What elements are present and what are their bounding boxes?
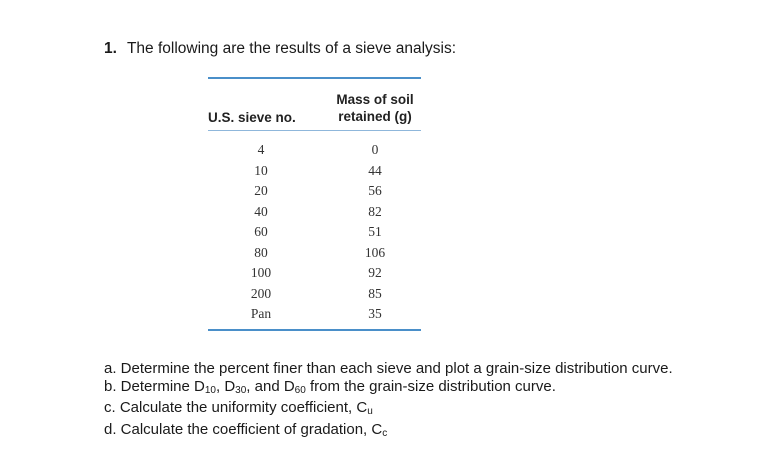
table-cell-mass: 85 (368, 285, 382, 301)
task-a: a. Determine the percent finer than each… (104, 360, 673, 377)
table-top-rule (208, 77, 421, 79)
mass-column: 0 44 56 82 51 106 92 85 35 (345, 140, 405, 325)
table-cell-mass: 82 (368, 203, 382, 219)
task-c: c. Calculate the uniformity coefficient,… (104, 399, 373, 417)
table-cell-mass: 51 (368, 224, 382, 239)
table-cell-sieve: 200 (250, 285, 272, 301)
table-cell-sieve: 60 (254, 224, 268, 239)
task-list: a. Determine the percent finer than each… (104, 360, 673, 442)
table-cell-sieve: 40 (254, 203, 268, 219)
header-mass-line1: Mass of soil (336, 92, 414, 107)
header-mass-line2: retained (g) (338, 109, 412, 124)
question-text: The following are the results of a sieve… (126, 40, 457, 57)
table-cell-mass: 0 (371, 142, 379, 157)
table-header-rule (208, 130, 421, 131)
table-cell-sieve: Pan (250, 306, 272, 321)
task-d: d. Calculate the coefficient of gradatio… (104, 420, 388, 439)
header-mass-retained: Mass of soil retained (g) (329, 91, 421, 125)
table-bottom-rule (208, 329, 421, 331)
table-cell-mass: 56 (368, 183, 382, 198)
table-cell-sieve: 10 (254, 162, 268, 178)
table-cell-mass: 44 (368, 162, 382, 178)
table-cell-sieve: 100 (250, 265, 272, 280)
table-cell-mass: 35 (368, 306, 382, 321)
table-cell-sieve: 4 (257, 142, 265, 157)
table-cell-mass: 92 (368, 265, 382, 280)
sieve-column: 4 10 20 40 60 80 100 200 Pan (235, 140, 287, 325)
table-cell-sieve: 80 (254, 244, 268, 260)
task-b: b. Determine D10, D30, and D60 from the … (104, 377, 556, 396)
question-line: 1. The following are the results of a sie… (104, 40, 456, 58)
table-cell-sieve: 20 (254, 183, 268, 198)
question-number: 1. (104, 40, 117, 57)
table-cell-mass: 106 (364, 244, 386, 260)
header-sieve-no: U.S. sieve no. (208, 110, 296, 125)
